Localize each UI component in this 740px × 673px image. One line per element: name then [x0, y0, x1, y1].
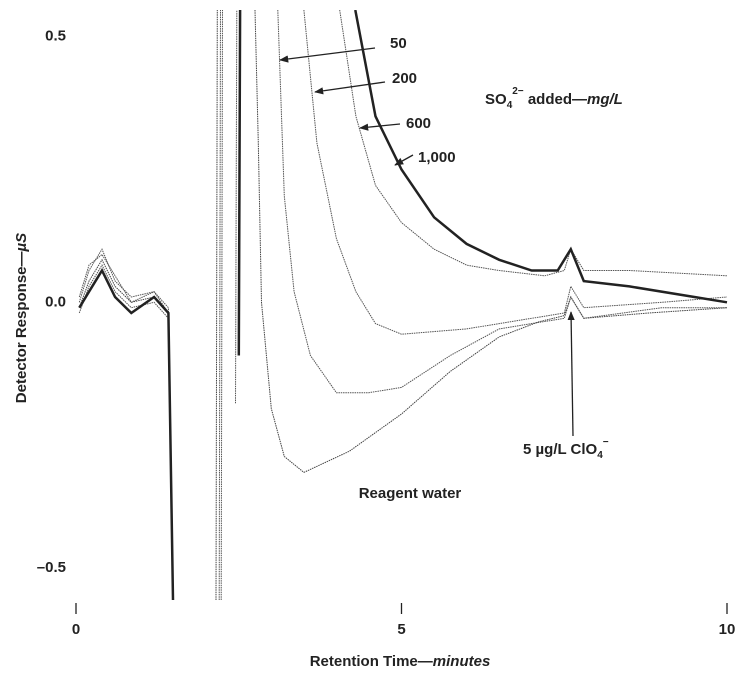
arrow [359, 123, 401, 131]
y-tick-label: –0.5 [37, 559, 66, 576]
x-axis-title: Retention Time—minutes [310, 653, 491, 670]
arrow [567, 311, 575, 437]
y-tick-label: 0.0 [45, 293, 66, 310]
x-tick-label: 10 [719, 621, 736, 638]
x-tick-label: 5 [397, 621, 405, 638]
arrow [394, 154, 414, 166]
series-line [78, 10, 728, 600]
series-label: Reagent water [359, 485, 462, 502]
series-label: 200 [392, 70, 417, 87]
plot-area [78, 10, 728, 600]
series-line [78, 10, 727, 600]
annotation: 5 µg/L ClO4− [523, 437, 609, 461]
series-label: 600 [406, 115, 431, 132]
arrow [314, 81, 386, 95]
series-label: 50 [390, 35, 407, 52]
y-tick-label: 0.5 [45, 28, 66, 45]
y-axis-title: Detector Response—µS [13, 233, 30, 403]
series-line [78, 10, 728, 600]
x-tick-label: 0 [72, 621, 80, 638]
series-label: 1,000 [418, 149, 456, 166]
arrow [279, 47, 376, 63]
series-line [78, 10, 728, 600]
series-line [78, 10, 728, 600]
annotation: SO42− added—mg/L [485, 86, 623, 111]
